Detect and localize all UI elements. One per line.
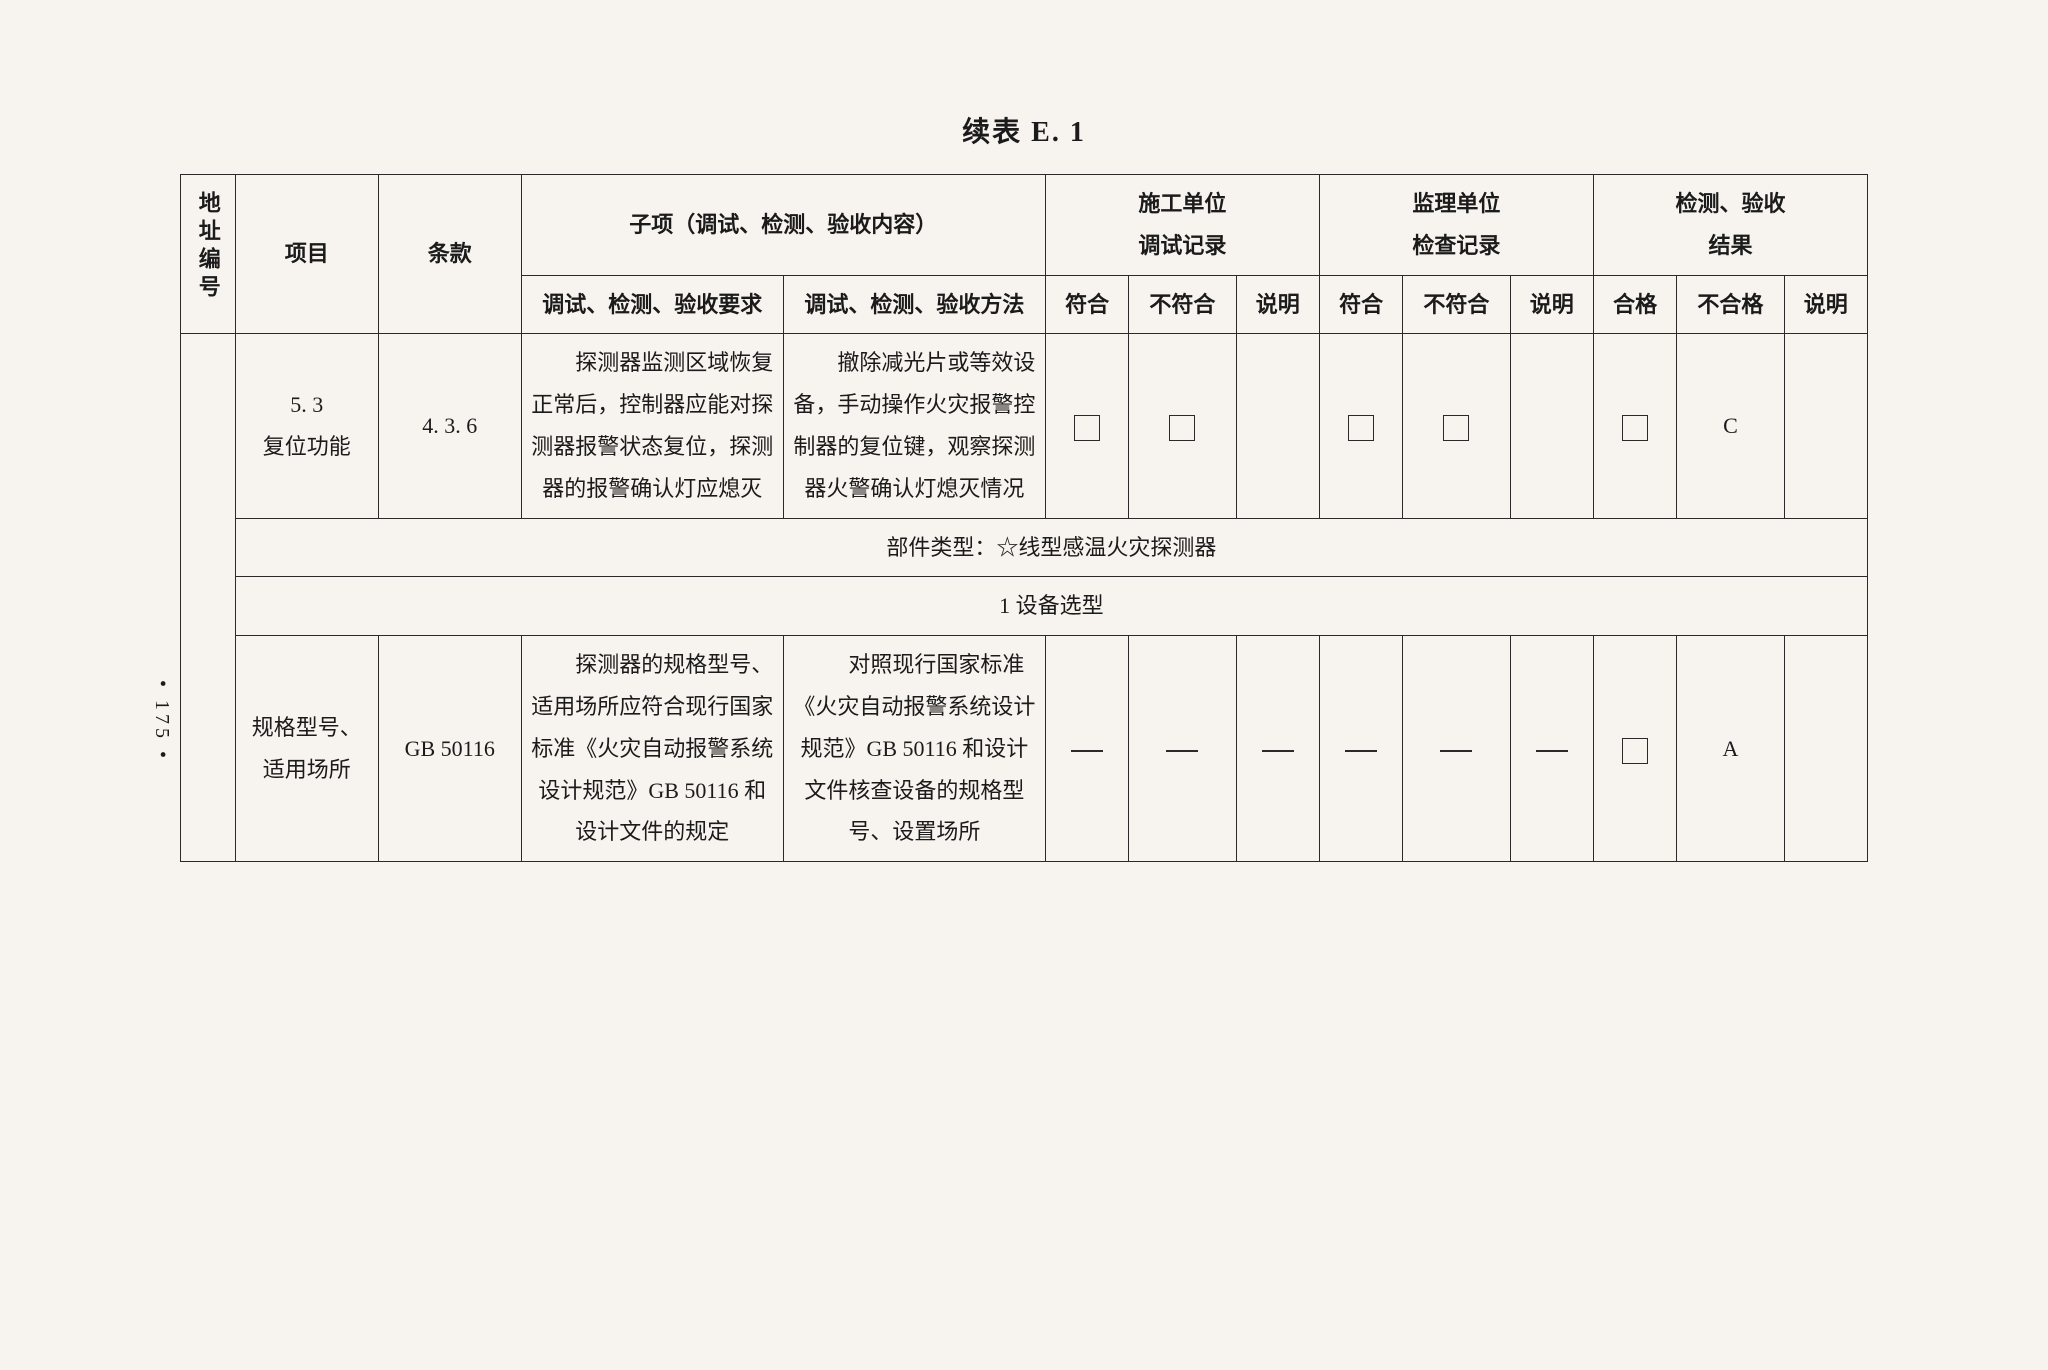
table-row: 1 设备选型	[181, 577, 1868, 636]
checkbox-icon	[1074, 415, 1100, 441]
result-cell	[1784, 636, 1867, 862]
col-subitem: 子项（调试、检测、验收内容）	[521, 175, 1045, 276]
dash-icon	[1262, 750, 1294, 752]
requirement-cell: 探测器监测区域恢复正常后，控制器应能对探测器报警状态复位，探测器的报警确认灯应熄…	[521, 334, 783, 518]
dash-icon	[1071, 750, 1103, 752]
requirement-cell: 探测器的规格型号、适用场所应符合现行国家标准《火灾自动报警系统设计规范》GB 5…	[521, 636, 783, 862]
col-c-note: 说明	[1236, 275, 1319, 334]
addr-no-cell	[181, 334, 236, 862]
col-addr-no: 地址编号	[181, 175, 236, 334]
dash-icon	[1345, 750, 1377, 752]
clause-cell: GB 50116	[378, 636, 521, 862]
result-cell	[1784, 334, 1867, 518]
result-cell: C	[1677, 334, 1784, 518]
col-r-pass: 合格	[1593, 275, 1676, 334]
checkbox-icon	[1622, 738, 1648, 764]
col-s-notconform: 不符合	[1403, 275, 1510, 334]
col-c-notconform: 不符合	[1129, 275, 1236, 334]
dash-icon	[1166, 750, 1198, 752]
result-cell	[1593, 636, 1676, 862]
col-supervision: 监理单位 检查记录	[1319, 175, 1593, 276]
result-cell	[1129, 636, 1236, 862]
result-cell	[1510, 636, 1593, 862]
table-row: 规格型号、适用场所GB 50116探测器的规格型号、适用场所应符合现行国家标准《…	[181, 636, 1868, 862]
project-cell: 5. 3 复位功能	[235, 334, 378, 518]
inspection-table: 地址编号 项目 条款 子项（调试、检测、验收内容） 施工单位 调试记录 监理单位…	[180, 174, 1868, 862]
checkbox-icon	[1443, 415, 1469, 441]
result-cell	[1403, 636, 1510, 862]
table-row: 部件类型：☆线型感温火灾探测器	[181, 518, 1868, 577]
checkbox-icon	[1348, 415, 1374, 441]
result-cell	[1319, 334, 1402, 518]
clause-cell: 4. 3. 6	[378, 334, 521, 518]
checkbox-icon	[1169, 415, 1195, 441]
checkbox-icon	[1622, 415, 1648, 441]
result-cell	[1129, 334, 1236, 518]
section-row: 部件类型：☆线型感温火灾探测器	[235, 518, 1867, 577]
col-req: 调试、检测、验收要求	[521, 275, 783, 334]
document-page: 续表 E. 1 地址编号 项目 条款 子项（调试、检测、验收内容） 施工单位 调…	[0, 0, 2048, 1370]
result-cell	[1319, 636, 1402, 862]
method-cell: 对照现行国家标准《火灾自动报警系统设计规范》GB 50116 和设计文件核查设备…	[783, 636, 1045, 862]
method-cell: 撤除减光片或等效设备，手动操作火灾报警控制器的复位键，观察探测器火警确认灯熄灭情…	[783, 334, 1045, 518]
dash-icon	[1536, 750, 1568, 752]
result-cell	[1510, 334, 1593, 518]
result-cell	[1593, 334, 1676, 518]
section-row: 1 设备选型	[235, 577, 1867, 636]
page-number: • 175 •	[150, 680, 173, 762]
result-cell	[1045, 636, 1128, 862]
col-clause: 条款	[378, 175, 521, 334]
result-cell: A	[1677, 636, 1784, 862]
col-method: 调试、检测、验收方法	[783, 275, 1045, 334]
table-caption: 续表 E. 1	[180, 110, 1868, 150]
col-s-note: 说明	[1510, 275, 1593, 334]
col-construction: 施工单位 调试记录	[1045, 175, 1319, 276]
project-cell: 规格型号、适用场所	[235, 636, 378, 862]
header-row-1: 地址编号 项目 条款 子项（调试、检测、验收内容） 施工单位 调试记录 监理单位…	[181, 175, 1868, 276]
result-cell	[1045, 334, 1128, 518]
col-r-note: 说明	[1784, 275, 1867, 334]
col-result: 检测、验收 结果	[1593, 175, 1867, 276]
table-row: 5. 3 复位功能4. 3. 6探测器监测区域恢复正常后，控制器应能对探测器报警…	[181, 334, 1868, 518]
result-cell	[1403, 334, 1510, 518]
col-r-fail: 不合格	[1677, 275, 1784, 334]
col-project: 项目	[235, 175, 378, 334]
result-cell	[1236, 636, 1319, 862]
dash-icon	[1440, 750, 1472, 752]
result-cell	[1236, 334, 1319, 518]
col-s-conform: 符合	[1319, 275, 1402, 334]
col-c-conform: 符合	[1045, 275, 1128, 334]
